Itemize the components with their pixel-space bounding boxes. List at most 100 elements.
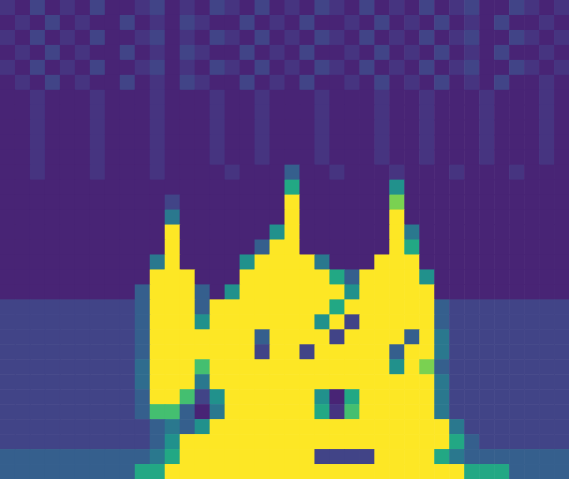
heatmap-cell bbox=[180, 60, 196, 76]
heatmap-cell bbox=[329, 60, 345, 76]
heatmap-cell bbox=[389, 15, 405, 31]
heatmap-cell bbox=[419, 240, 435, 256]
heatmap-cell bbox=[225, 464, 241, 479]
heatmap-cell bbox=[45, 464, 61, 479]
heatmap-cell bbox=[509, 60, 525, 76]
heatmap-cell bbox=[464, 329, 480, 345]
heatmap-cell bbox=[314, 359, 330, 375]
heatmap-cell bbox=[120, 150, 136, 166]
heatmap-cell bbox=[255, 165, 271, 181]
heatmap-cell bbox=[15, 269, 31, 285]
heatmap-cell bbox=[165, 15, 181, 31]
heatmap-cell bbox=[464, 180, 480, 196]
heatmap-cell bbox=[479, 75, 495, 91]
heatmap-cell bbox=[434, 30, 450, 46]
heatmap-cell bbox=[449, 30, 465, 46]
heatmap-cell bbox=[449, 359, 465, 375]
heatmap-cell bbox=[419, 165, 435, 181]
heatmap-cell bbox=[240, 135, 256, 151]
heatmap-cell bbox=[539, 240, 555, 256]
heatmap-cell bbox=[150, 284, 166, 300]
heatmap-cell bbox=[195, 15, 211, 31]
heatmap-cell bbox=[494, 0, 510, 16]
heatmap-cell bbox=[180, 240, 196, 256]
heatmap-cell bbox=[195, 195, 211, 211]
heatmap-cell bbox=[0, 299, 16, 315]
heatmap-cell bbox=[150, 165, 166, 181]
heatmap-cell bbox=[270, 269, 286, 285]
heatmap-cell bbox=[270, 75, 286, 91]
heatmap-cell bbox=[15, 90, 31, 106]
heatmap-cell bbox=[75, 195, 91, 211]
heatmap-cell bbox=[464, 254, 480, 270]
heatmap-cell bbox=[299, 329, 315, 345]
heatmap-cell bbox=[344, 389, 360, 405]
heatmap-cell bbox=[449, 389, 465, 405]
heatmap-cell bbox=[165, 299, 181, 315]
heatmap-cell bbox=[554, 284, 569, 300]
heatmap-cell bbox=[270, 90, 286, 106]
heatmap-cell bbox=[270, 434, 286, 450]
heatmap-cell bbox=[210, 389, 226, 405]
heatmap-cell bbox=[75, 314, 91, 330]
heatmap-cell bbox=[30, 404, 46, 420]
heatmap-cell bbox=[494, 15, 510, 31]
heatmap-cell bbox=[255, 75, 271, 91]
heatmap-cell bbox=[195, 344, 211, 360]
heatmap-cell bbox=[210, 329, 226, 345]
heatmap-cell bbox=[285, 60, 301, 76]
heatmap-cell bbox=[165, 105, 181, 121]
heatmap-cell bbox=[404, 180, 420, 196]
heatmap-cell bbox=[479, 165, 495, 181]
heatmap-cell bbox=[75, 90, 91, 106]
heatmap-cell bbox=[449, 374, 465, 390]
heatmap-cell bbox=[45, 15, 61, 31]
heatmap-cell bbox=[105, 254, 121, 270]
heatmap-cell bbox=[554, 299, 569, 315]
heatmap-cell bbox=[509, 434, 525, 450]
heatmap-cell bbox=[90, 150, 106, 166]
heatmap-cell bbox=[225, 210, 241, 226]
heatmap-cell bbox=[270, 389, 286, 405]
heatmap-cell bbox=[120, 75, 136, 91]
heatmap-cell bbox=[225, 449, 241, 465]
heatmap-cell bbox=[479, 225, 495, 241]
heatmap-cell bbox=[299, 240, 315, 256]
heatmap-cell bbox=[240, 389, 256, 405]
heatmap-cell bbox=[314, 464, 330, 479]
heatmap-cell bbox=[255, 464, 271, 479]
heatmap-cell bbox=[524, 359, 540, 375]
heatmap-cell bbox=[359, 15, 375, 31]
heatmap-cell bbox=[479, 60, 495, 76]
heatmap-cell bbox=[60, 434, 76, 450]
heatmap-cell bbox=[165, 120, 181, 136]
heatmap-cell bbox=[494, 60, 510, 76]
heatmap-cell bbox=[90, 434, 106, 450]
heatmap-cell bbox=[344, 329, 360, 345]
heatmap-cell bbox=[285, 30, 301, 46]
heatmap-cell bbox=[195, 240, 211, 256]
heatmap-cell bbox=[449, 240, 465, 256]
heatmap-cell bbox=[120, 195, 136, 211]
heatmap-cell bbox=[494, 269, 510, 285]
heatmap-cell bbox=[0, 269, 16, 285]
heatmap-cell bbox=[135, 75, 151, 91]
heatmap-cell bbox=[60, 45, 76, 61]
heatmap-cell bbox=[105, 389, 121, 405]
heatmap-cell bbox=[90, 314, 106, 330]
heatmap-cell bbox=[0, 210, 16, 226]
heatmap-cell bbox=[419, 30, 435, 46]
heatmap-cell bbox=[299, 60, 315, 76]
heatmap-cell bbox=[299, 210, 315, 226]
heatmap-cell bbox=[30, 314, 46, 330]
heatmap-cell bbox=[285, 90, 301, 106]
heatmap-cell bbox=[285, 240, 301, 256]
heatmap-cell bbox=[374, 90, 390, 106]
heatmap-cell bbox=[240, 314, 256, 330]
heatmap-cell bbox=[539, 150, 555, 166]
heatmap-cell bbox=[509, 299, 525, 315]
heatmap-cell bbox=[120, 210, 136, 226]
heatmap-cell bbox=[15, 374, 31, 390]
heatmap-cell bbox=[344, 45, 360, 61]
heatmap-cell bbox=[404, 225, 420, 241]
